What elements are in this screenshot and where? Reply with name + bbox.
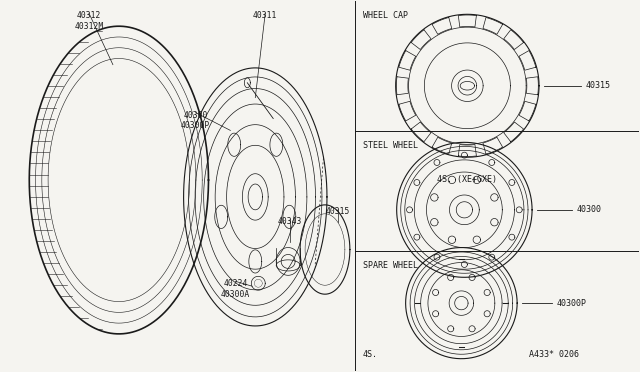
- Text: 40315: 40315: [326, 207, 350, 216]
- Text: WHEEL CAP: WHEEL CAP: [363, 11, 408, 20]
- Text: 40300P: 40300P: [557, 299, 587, 308]
- Text: 40224
40300A: 40224 40300A: [221, 279, 250, 299]
- Text: 40300: 40300: [577, 205, 602, 214]
- Text: SPARE WHEEL: SPARE WHEEL: [363, 260, 418, 270]
- Text: 4S. (XE+GXE): 4S. (XE+GXE): [437, 175, 497, 184]
- Text: STEEL WHEEL: STEEL WHEEL: [363, 141, 418, 150]
- Text: 40312
40312M: 40312 40312M: [74, 11, 104, 31]
- Text: 40311: 40311: [253, 11, 277, 20]
- Text: 40343: 40343: [278, 217, 302, 226]
- Text: A433* 0206: A433* 0206: [529, 350, 579, 359]
- Text: 4S.: 4S.: [363, 350, 378, 359]
- Text: 40315: 40315: [586, 81, 611, 90]
- Text: 40300
40300P: 40300 40300P: [181, 110, 210, 130]
